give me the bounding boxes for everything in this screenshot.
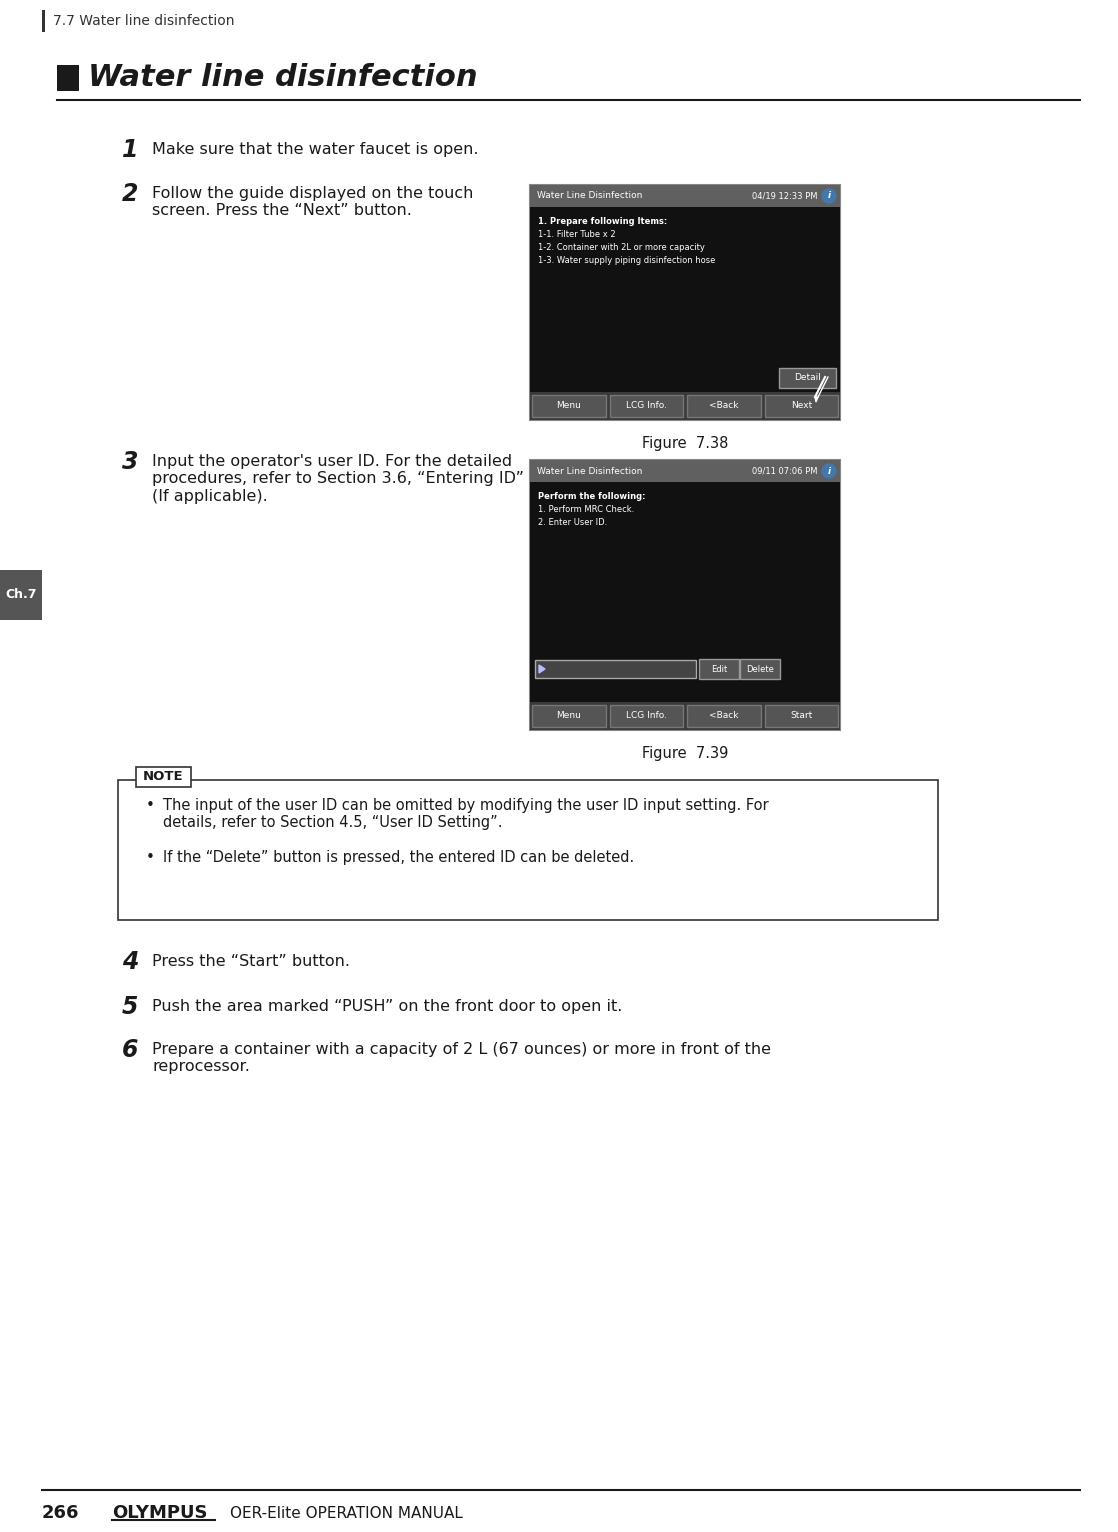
- Text: Figure  7.39: Figure 7.39: [642, 746, 728, 761]
- Text: 5: 5: [122, 994, 139, 1019]
- Text: Press the “Start” button.: Press the “Start” button.: [152, 954, 350, 970]
- Bar: [530, 207, 840, 392]
- Polygon shape: [815, 397, 818, 401]
- Bar: [42, 11, 45, 32]
- Polygon shape: [539, 665, 544, 673]
- FancyBboxPatch shape: [609, 705, 683, 728]
- Circle shape: [822, 188, 836, 204]
- Text: •: •: [146, 798, 155, 813]
- Bar: [119, 780, 938, 921]
- Bar: [530, 185, 840, 207]
- FancyBboxPatch shape: [686, 705, 760, 728]
- Text: Menu: Menu: [557, 401, 581, 411]
- Text: <Back: <Back: [709, 401, 739, 411]
- Text: NOTE: NOTE: [143, 771, 183, 783]
- Text: If the “Delete” button is pressed, the entered ID can be deleted.: If the “Delete” button is pressed, the e…: [163, 850, 634, 866]
- Text: Perform the following:: Perform the following:: [538, 492, 645, 501]
- Bar: [530, 460, 840, 483]
- Text: 1. Prepare following Items:: 1. Prepare following Items:: [538, 218, 667, 227]
- Text: Follow the guide displayed on the touch
screen. Press the “Next” button.: Follow the guide displayed on the touch …: [152, 185, 473, 219]
- FancyBboxPatch shape: [699, 659, 739, 679]
- Text: •: •: [146, 850, 155, 866]
- Text: Detail: Detail: [794, 374, 821, 383]
- Text: 4: 4: [122, 950, 139, 974]
- Text: 1-2. Container with 2L or more capacity: 1-2. Container with 2L or more capacity: [538, 244, 704, 251]
- Text: 7.7 Water line disinfection: 7.7 Water line disinfection: [53, 14, 235, 28]
- Text: i: i: [827, 467, 831, 475]
- FancyBboxPatch shape: [740, 659, 780, 679]
- Text: 266: 266: [42, 1504, 79, 1521]
- Text: 1-3. Water supply piping disinfection hose: 1-3. Water supply piping disinfection ho…: [538, 256, 716, 265]
- Text: Water Line Disinfection: Water Line Disinfection: [537, 192, 643, 201]
- Bar: [530, 702, 840, 731]
- Text: Water Line Disinfection: Water Line Disinfection: [537, 467, 643, 475]
- Text: 1. Perform MRC Check.: 1. Perform MRC Check.: [538, 506, 634, 515]
- Text: Ch.7: Ch.7: [6, 588, 37, 602]
- Text: Menu: Menu: [557, 711, 581, 720]
- Circle shape: [822, 464, 836, 478]
- Text: The input of the user ID can be omitted by modifying the user ID input setting. : The input of the user ID can be omitted …: [163, 798, 769, 830]
- Text: i: i: [827, 192, 831, 201]
- Text: OLYMPUS: OLYMPUS: [112, 1504, 208, 1521]
- Text: Start: Start: [790, 711, 813, 720]
- Bar: [0, 570, 42, 620]
- FancyBboxPatch shape: [532, 395, 606, 417]
- Bar: [530, 483, 840, 702]
- Text: LCG Info.: LCG Info.: [626, 401, 666, 411]
- Bar: [536, 660, 697, 679]
- Text: Input the operator's user ID. For the detailed
procedures, refer to Section 3.6,: Input the operator's user ID. For the de…: [152, 453, 524, 504]
- Bar: [57, 64, 79, 90]
- Text: 3: 3: [122, 450, 139, 473]
- Text: Edit: Edit: [711, 665, 728, 674]
- FancyBboxPatch shape: [532, 705, 606, 728]
- Bar: [530, 460, 840, 731]
- Text: LCG Info.: LCG Info.: [626, 711, 666, 720]
- Text: Water line disinfection: Water line disinfection: [88, 63, 477, 92]
- Bar: [530, 185, 840, 420]
- Text: Delete: Delete: [746, 665, 774, 674]
- Text: 04/19 12:33 PM: 04/19 12:33 PM: [752, 192, 818, 201]
- Text: 1: 1: [122, 138, 139, 162]
- Text: 2: 2: [122, 182, 139, 205]
- Text: Figure  7.38: Figure 7.38: [642, 437, 728, 450]
- Text: 6: 6: [122, 1039, 139, 1062]
- FancyBboxPatch shape: [609, 395, 683, 417]
- Text: <Back: <Back: [709, 711, 739, 720]
- FancyBboxPatch shape: [765, 395, 838, 417]
- FancyBboxPatch shape: [686, 395, 760, 417]
- Text: Push the area marked “PUSH” on the front door to open it.: Push the area marked “PUSH” on the front…: [152, 999, 623, 1014]
- Text: Next: Next: [790, 401, 812, 411]
- FancyBboxPatch shape: [765, 705, 838, 728]
- Text: Make sure that the water faucet is open.: Make sure that the water faucet is open.: [152, 142, 479, 156]
- FancyBboxPatch shape: [779, 368, 836, 388]
- Text: 1-1. Filter Tube x 2: 1-1. Filter Tube x 2: [538, 230, 616, 239]
- Text: 2. Enter User ID.: 2. Enter User ID.: [538, 518, 607, 527]
- Text: OER-Elite OPERATION MANUAL: OER-Elite OPERATION MANUAL: [230, 1506, 463, 1520]
- Text: 09/11 07:06 PM: 09/11 07:06 PM: [752, 467, 818, 475]
- Bar: [136, 768, 191, 787]
- Text: Prepare a container with a capacity of 2 L (67 ounces) or more in front of the
r: Prepare a container with a capacity of 2…: [152, 1042, 771, 1074]
- Bar: [530, 392, 840, 420]
